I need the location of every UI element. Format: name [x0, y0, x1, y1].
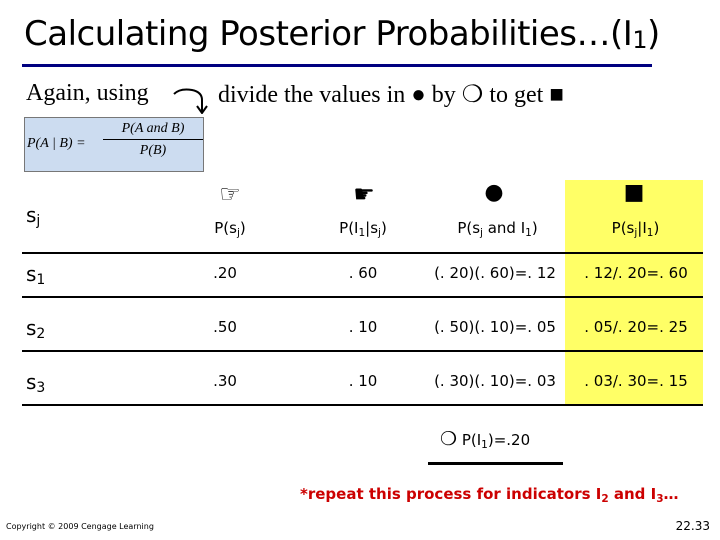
row2-posterior: . 05/. 20=. 25 — [584, 318, 688, 336]
square-bullet-icon: ■ — [549, 82, 564, 108]
bayes-formula-box: P(A | B) = P(A and B) P(B) — [24, 117, 204, 172]
circle-icon: ● — [484, 180, 504, 205]
header-prior: P(sj) — [214, 219, 246, 239]
pointing-hand-left-icon: ☛ — [353, 180, 375, 208]
formula-fraction: P(A and B) P(B) — [103, 121, 203, 159]
square-icon: ■ — [623, 180, 645, 205]
shadow-circle-bullet-icon: ❍ — [461, 82, 484, 108]
row1-likelihood: . 60 — [348, 264, 378, 282]
table-row-rule-3 — [22, 404, 703, 406]
row2-likelihood: . 10 — [348, 318, 378, 336]
total-underline — [428, 462, 563, 465]
row3-likelihood: . 10 — [348, 372, 378, 390]
row1-posterior: . 12/. 20=. 60 — [584, 264, 688, 282]
intro-again-using: Again, using — [26, 80, 149, 106]
curved-arrow-icon — [173, 88, 208, 114]
intro-divide-text: divide the values in ● by ❍ to get ■ — [218, 82, 564, 108]
total-probability: ❍ P(I1)=.20 — [440, 428, 531, 451]
pointing-hand-icon: ☞ — [219, 180, 241, 208]
header-joint: P(sj and I1) — [457, 219, 538, 239]
header-posterior: P(sj|I1) — [611, 219, 660, 239]
slide-title: Calculating Posterior Probabilities…(I1) — [24, 14, 660, 54]
row-state-1: s1 — [26, 262, 46, 288]
formula-lhs: P(A | B) = — [27, 136, 86, 151]
table-row-rule-1 — [22, 296, 703, 298]
copyright-notice: Copyright © 2009 Cengage Learning — [6, 522, 154, 531]
table-header-rule — [22, 252, 703, 254]
row1-prior: .20 — [213, 264, 237, 282]
row3-joint: (. 30)(. 10)=. 03 — [434, 372, 556, 390]
circle-bullet-icon: ● — [411, 82, 426, 108]
row2-prior: .50 — [213, 318, 237, 336]
slide-number: 22.33 — [675, 519, 710, 533]
title-underline — [22, 64, 652, 67]
row3-prior: .30 — [213, 372, 237, 390]
shadow-circle-icon: ❍ — [440, 428, 458, 450]
posterior-column-highlight — [565, 180, 703, 405]
row-state-3: s3 — [26, 370, 46, 396]
table-row-rule-2 — [22, 350, 703, 352]
row2-joint: (. 50)(. 10)=. 05 — [434, 318, 556, 336]
row1-joint: (. 20)(. 60)=. 12 — [434, 264, 556, 282]
row3-posterior: . 03/. 30=. 15 — [584, 372, 688, 390]
formula-numerator: P(A and B) — [103, 121, 203, 140]
row-state-2: s2 — [26, 316, 46, 342]
formula-denominator: P(B) — [139, 143, 167, 158]
header-likelihood: P(I1|sj) — [339, 219, 387, 239]
repeat-note: *repeat this process for indicators I2 a… — [300, 485, 679, 505]
header-sj: sj — [26, 203, 41, 229]
